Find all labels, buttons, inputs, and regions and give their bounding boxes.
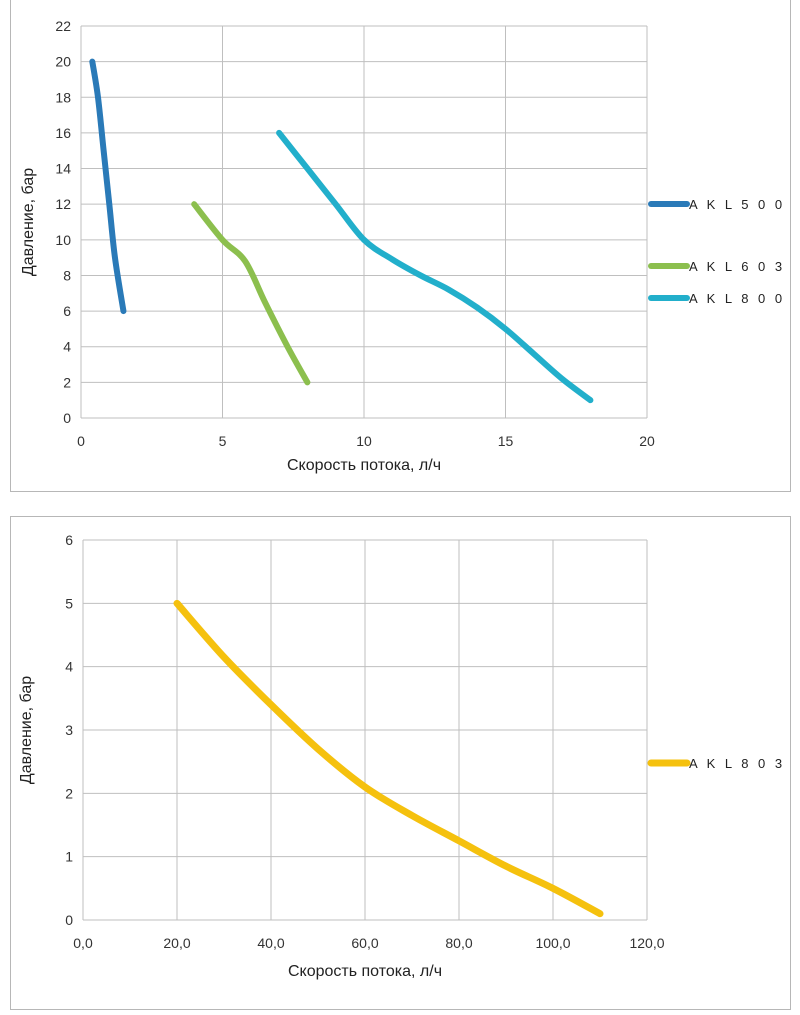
x-tick-label: 80,0 xyxy=(445,935,472,951)
series-line-3 xyxy=(276,129,594,404)
y-tick-label: 0 xyxy=(63,410,71,426)
y-tick-label: 2 xyxy=(63,374,71,390)
x-tick-label: 10 xyxy=(356,433,372,449)
chart-panel-bottom: 0 1 2 3 4 5 6 0,0 20,0 40,0 60,0 80,0 100,0 120,0 Скор… xyxy=(10,516,792,1010)
x-tick-label: 15 xyxy=(498,433,514,449)
legend-label: A K L 5 0 0 N xyxy=(689,197,792,212)
legend-label: A K L 8 0 3 N xyxy=(689,756,792,771)
y-tick-label: 22 xyxy=(55,18,71,34)
x-tick-label: 20 xyxy=(639,433,655,449)
series-line-1 xyxy=(173,599,604,918)
x-tick-label: 20,0 xyxy=(163,935,190,951)
x-axis-title: Скорость потока, л/ч xyxy=(287,457,441,474)
x-tick-label: 100,0 xyxy=(535,935,570,951)
y-tick-label: 20 xyxy=(55,54,71,70)
x-axis-title: Скорость потока, л/ч xyxy=(288,963,442,980)
x-tick-label: 60,0 xyxy=(351,935,378,951)
y-tick-label: 4 xyxy=(63,339,71,355)
y-tick-label: 14 xyxy=(55,161,71,177)
y-tick-label: 3 xyxy=(65,722,73,738)
y-tick-label: 10 xyxy=(55,232,71,248)
y-tick-label: 6 xyxy=(65,532,73,548)
y-tick-label: 4 xyxy=(65,659,73,675)
y-axis-title: Давление, бар xyxy=(20,168,37,276)
x-tick-label: 0 xyxy=(77,433,85,449)
y-axis-title: Давление, бар xyxy=(18,676,35,784)
x-tick-label: 5 xyxy=(219,433,227,449)
legend-label: A K L 6 0 3 N xyxy=(689,259,792,274)
x-tick-label: 0,0 xyxy=(73,935,93,951)
y-tick-label: 5 xyxy=(65,595,73,611)
x-tick-label: 120,0 xyxy=(629,935,664,951)
pressure-flow-chart-top: 0 2 4 6 8 10 12 14 16 18 20 22 0 5 10 15 20 Скорость пото… xyxy=(20,18,792,474)
x-tick-label: 40,0 xyxy=(257,935,284,951)
y-tick-label: 2 xyxy=(65,785,73,801)
chart-panel-top: 0 2 4 6 8 10 12 14 16 18 20 22 0 5 10 15 20 Скорость пото… xyxy=(10,0,792,492)
y-tick-label: 6 xyxy=(63,303,71,319)
series-line-2 xyxy=(191,201,311,386)
y-tick-label: 8 xyxy=(63,267,71,283)
legend-label: A K L 8 0 0 N xyxy=(689,291,792,306)
y-tick-label: 1 xyxy=(65,849,73,865)
y-tick-label: 12 xyxy=(55,196,71,212)
y-tick-label: 18 xyxy=(55,89,71,105)
series-line-1 xyxy=(89,58,127,315)
y-tick-label: 16 xyxy=(55,125,71,141)
y-tick-label: 0 xyxy=(65,912,73,928)
